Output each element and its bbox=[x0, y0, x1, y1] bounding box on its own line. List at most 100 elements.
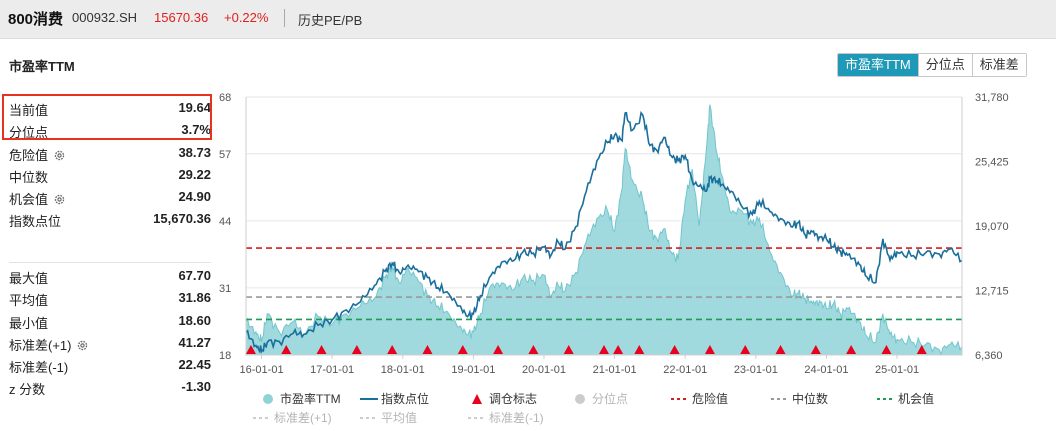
divider bbox=[284, 9, 285, 27]
legend-item[interactable]: 中位数 bbox=[771, 391, 828, 406]
divider bbox=[9, 262, 211, 263]
history-pe-pb-link[interactable]: 历史PE/PB bbox=[298, 13, 363, 28]
rebalance-marker bbox=[422, 345, 433, 354]
legend-item[interactable]: 危险值 bbox=[671, 391, 728, 406]
legend-item[interactable]: 调仓标志 bbox=[472, 392, 537, 406]
stats-panel-bottom: 最大值 67.70 平均值 31.86 最小值 18.60 标准差(+1) 41… bbox=[9, 265, 211, 399]
rebalance-marker bbox=[281, 345, 292, 354]
stat-value: 31.86 bbox=[178, 290, 211, 306]
x-tick-label: 18-01-01 bbox=[381, 364, 425, 376]
rebalance-marker bbox=[563, 345, 574, 354]
gear-icon[interactable] bbox=[53, 149, 66, 165]
stat-row-std-minus: 标准差(-1) 22.45 bbox=[9, 354, 211, 376]
legend-label: 机会值 bbox=[898, 391, 934, 406]
y-tick-label-left: 44 bbox=[219, 216, 231, 228]
index-price: 15670.36 bbox=[154, 10, 209, 25]
stat-label: 机会值 bbox=[9, 192, 49, 208]
rebalance-marker bbox=[881, 345, 892, 354]
y-tick-label-left: 68 bbox=[219, 92, 231, 104]
x-tick-label: 21-01-01 bbox=[593, 364, 637, 376]
rebalance-marker bbox=[599, 345, 609, 354]
legend-item[interactable]: 平均值 bbox=[360, 410, 417, 425]
rebalance-marker bbox=[613, 345, 624, 354]
stats-panel-top: 当前值 19.64 分位点 3.7% 危险值 38.73 中位数 29.22 机… bbox=[9, 97, 211, 231]
legend-label: 标准差(-1) bbox=[489, 411, 544, 425]
percentile-button[interactable]: 分位点 bbox=[917, 54, 972, 76]
stat-value: 38.73 bbox=[178, 144, 211, 160]
rebalance-marker bbox=[846, 345, 857, 354]
stat-row-opportunity: 机会值 24.90 bbox=[9, 186, 211, 208]
index-level-line bbox=[245, 110, 963, 354]
x-tick-label: 16-01-01 bbox=[240, 364, 284, 376]
x-tick-label: 19-01-01 bbox=[451, 364, 495, 376]
legend-label: 市盈率TTM bbox=[280, 391, 341, 406]
stat-value: 3.7% bbox=[181, 122, 211, 138]
y-tick-label-right: 12,715 bbox=[975, 286, 1009, 298]
stat-value: 22.45 bbox=[178, 357, 211, 373]
pe-ttm-button[interactable]: 市盈率TTM bbox=[838, 54, 918, 76]
stat-row-mean: 平均值 31.86 bbox=[9, 287, 211, 309]
legend-item[interactable]: 指数点位 bbox=[360, 391, 429, 406]
stat-row-percentile: 分位点 3.7% bbox=[9, 119, 211, 141]
section-title: 市盈率TTM bbox=[9, 59, 75, 74]
stat-label: 标准差(-1) bbox=[9, 360, 69, 376]
legend-label: 调仓标志 bbox=[489, 392, 537, 406]
std-dev-button[interactable]: 标准差 bbox=[971, 54, 1026, 76]
y-tick-label-left: 31 bbox=[219, 283, 231, 295]
legend-item[interactable]: 标准差(+1) bbox=[253, 411, 332, 425]
y-tick-label-right: 25,425 bbox=[975, 157, 1009, 169]
stat-label: 最小值 bbox=[9, 315, 49, 331]
legend-label: 危险值 bbox=[692, 391, 728, 406]
x-tick-label: 24-01-01 bbox=[804, 364, 848, 376]
x-tick-label: 23-01-01 bbox=[734, 364, 778, 376]
y-tick-label-right: 6,360 bbox=[975, 350, 1003, 362]
y-tick-label-left: 18 bbox=[219, 350, 231, 362]
index-code: 000932.SH bbox=[72, 10, 138, 25]
rebalance-marker bbox=[245, 345, 256, 354]
stat-value: 29.22 bbox=[178, 166, 211, 182]
legend-item[interactable]: 标准差(-1) bbox=[468, 411, 544, 425]
rebalance-marker bbox=[387, 345, 398, 354]
x-tick-label: 22-01-01 bbox=[663, 364, 707, 376]
legend-label: 指数点位 bbox=[381, 391, 429, 406]
stat-label: 平均值 bbox=[9, 293, 49, 309]
stat-label: 中位数 bbox=[9, 169, 49, 185]
rebalance-marker bbox=[704, 345, 715, 354]
stat-value: 18.60 bbox=[178, 312, 211, 328]
legend-item[interactable]: 机会值 bbox=[877, 391, 934, 406]
index-change: +0.22% bbox=[224, 10, 269, 25]
legend-label: 平均值 bbox=[381, 410, 417, 425]
legend-dot-icon bbox=[263, 394, 273, 404]
rebalance-marker bbox=[351, 345, 362, 354]
stat-value: 41.27 bbox=[178, 334, 211, 350]
stat-label: 分位点 bbox=[9, 125, 49, 141]
stat-row-zscore: z 分数 -1.30 bbox=[9, 376, 211, 398]
stat-row-current: 当前值 19.64 bbox=[9, 97, 211, 119]
rebalance-marker bbox=[669, 345, 680, 354]
stat-row-min: 最小值 18.60 bbox=[9, 310, 211, 332]
x-tick-label: 17-01-01 bbox=[310, 364, 354, 376]
stat-row-danger: 危险值 38.73 bbox=[9, 142, 211, 164]
stat-label: 标准差(+1) bbox=[9, 337, 72, 353]
rebalance-marker bbox=[457, 345, 468, 354]
legend-triangle-icon bbox=[472, 394, 482, 404]
y-tick-label-right: 31,780 bbox=[975, 92, 1009, 104]
stat-value: 24.90 bbox=[178, 189, 211, 205]
gear-icon[interactable] bbox=[53, 193, 66, 209]
metric-toggle: 市盈率TTM 分位点 标准差 bbox=[837, 53, 1027, 77]
legend-item[interactable]: 分位点 bbox=[575, 391, 628, 406]
legend-dot-icon bbox=[575, 394, 585, 404]
rebalance-marker bbox=[634, 345, 645, 354]
rebalance-marker bbox=[493, 345, 504, 354]
stat-label: 最大值 bbox=[9, 271, 49, 286]
stat-row-max: 最大值 67.70 bbox=[9, 265, 211, 287]
gear-icon[interactable] bbox=[76, 339, 89, 355]
pe-ttm-area bbox=[245, 104, 963, 356]
stat-value: 15,670.36 bbox=[153, 211, 211, 227]
x-tick-label: 25-01-01 bbox=[875, 364, 919, 376]
rebalance-marker bbox=[916, 345, 927, 354]
stat-label: 当前值 bbox=[9, 103, 49, 118]
legend-item[interactable]: 市盈率TTM bbox=[263, 391, 341, 406]
stat-row-median: 中位数 29.22 bbox=[9, 164, 211, 186]
